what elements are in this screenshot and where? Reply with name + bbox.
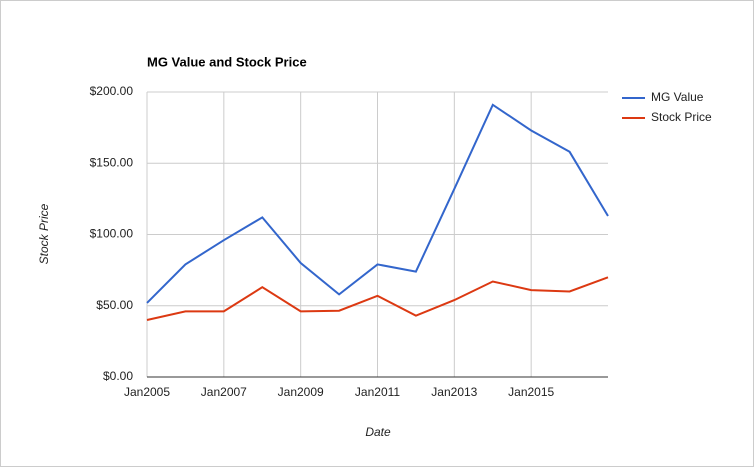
series-line [146,276,609,321]
x-tick-label: Jan2011 [355,385,400,399]
x-tick-label: Jan2013 [431,385,477,399]
legend-label: Stock Price [651,110,712,124]
x-tick-label: Jan2015 [508,385,554,399]
y-tick-label: $50.00 [96,298,133,312]
y-tick-label: $150.00 [90,155,134,169]
x-tick-label: Jan2007 [201,385,247,399]
chart-title: MG Value and Stock Price [147,54,307,69]
y-tick-label: $100.00 [90,227,134,241]
y-tick-label: $0.00 [103,369,133,383]
y-tick-label: $200.00 [90,84,134,98]
x-tick-label: Jan2009 [278,385,324,399]
series-line [146,103,609,304]
x-tick-label: Jan2005 [124,385,170,399]
legend-label: MG Value [651,90,704,104]
y-axis-title: Stock Price [37,203,51,264]
x-axis-title: Date [365,425,391,439]
